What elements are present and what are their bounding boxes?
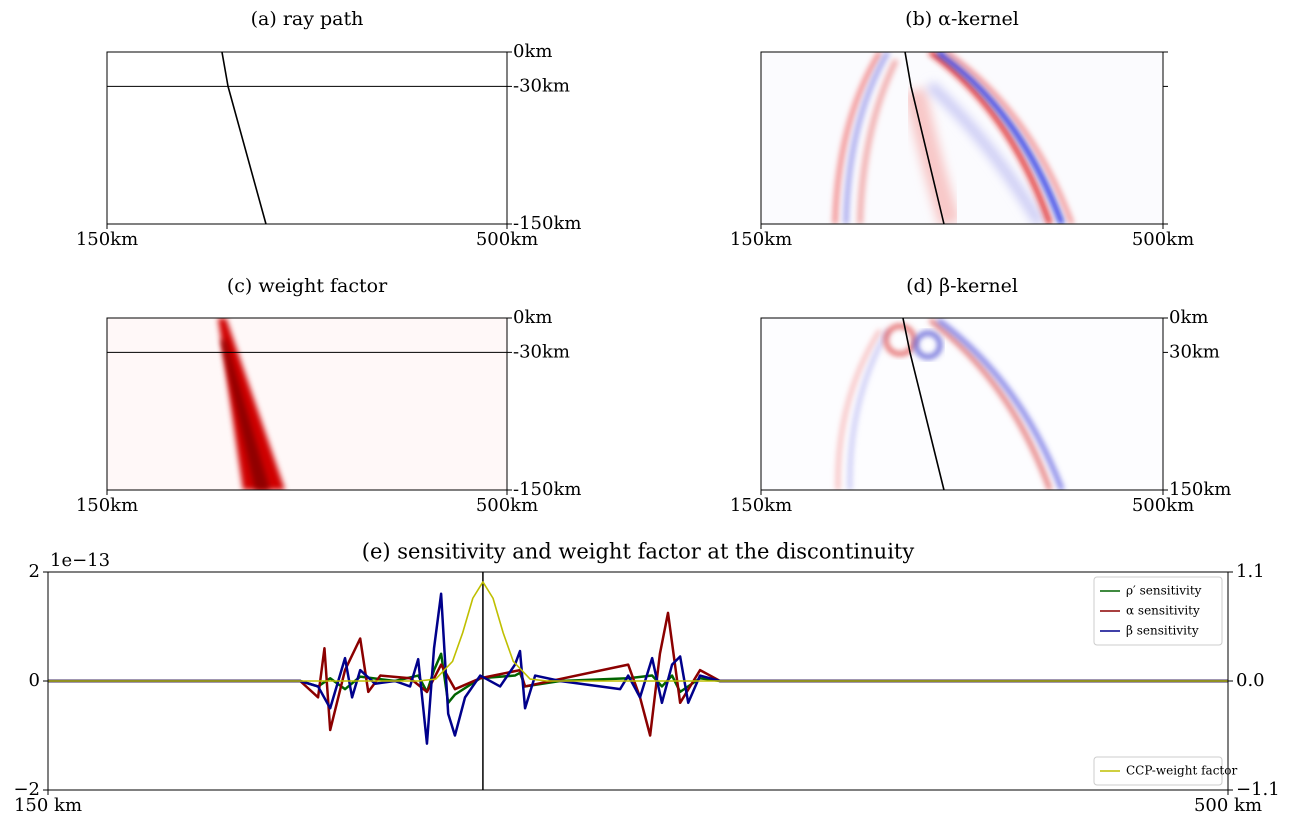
x-tick-label: 150km: [730, 229, 792, 250]
y-tick-label: 30km: [1169, 341, 1220, 362]
kernel-band: [926, 81, 1045, 224]
y-tick-label: 2: [29, 561, 40, 582]
kernel-band: [936, 318, 1064, 490]
legend-label: β sensitivity: [1126, 624, 1199, 638]
chart-title: (c) weight factor: [227, 275, 388, 297]
kernel-band: [848, 329, 890, 490]
legend-box: [1093, 756, 1223, 786]
axes-frame: [47, 571, 1229, 791]
y-tick-label: 0: [29, 670, 40, 691]
x-tick-label: 150km: [730, 495, 792, 516]
kernel-band: [857, 58, 899, 224]
x-tick-label: 500km: [476, 495, 538, 516]
alpha-kernel-image: [761, 52, 1163, 224]
y-tick-label: -30km: [513, 341, 570, 362]
series-line: [48, 611, 1228, 737]
y-tick-label: 0km: [1169, 307, 1208, 328]
legend-label: CCP-weight factor: [1126, 764, 1237, 778]
series-line: [904, 51, 945, 225]
axes-frame: [760, 51, 1164, 225]
series-line: [48, 592, 1228, 745]
y-tick-label: -150km: [513, 479, 581, 500]
kernel-blob: [884, 324, 916, 356]
kernel-bg: [761, 318, 1163, 490]
x-tick-label: 500km: [1132, 229, 1194, 250]
y-tick-label: 0km: [513, 307, 552, 328]
chart-title: (a) ray path: [251, 8, 364, 30]
legend-label: α sensitivity: [1126, 604, 1200, 618]
axes-frame: [760, 317, 1164, 491]
beta-kernel-image: [761, 318, 1163, 490]
kernel-band: [833, 52, 882, 224]
kernel-band: [944, 52, 1074, 224]
series-line: [48, 652, 1228, 705]
kernel-band: [928, 52, 1053, 224]
x-tick-label: 150km: [76, 229, 138, 250]
y-tick-label: 0km: [513, 41, 552, 62]
y2-tick-label: 1.1: [1236, 561, 1265, 582]
weight-wedge: [218, 318, 285, 490]
chart-title: (d) β-kernel: [906, 275, 1018, 297]
axes-frame: [106, 51, 508, 225]
x-tick-label: 500 km: [1194, 795, 1262, 816]
y-tick-label: -30km: [513, 75, 570, 96]
series-line: [221, 51, 267, 225]
weight-core: [221, 340, 270, 490]
y-tick-label: 150km: [1169, 479, 1231, 500]
legend-label: ρ′ sensitivity: [1126, 584, 1202, 598]
chart-title: (b) α-kernel: [905, 8, 1019, 30]
y2-tick-label: −1.1: [1236, 779, 1280, 800]
kernel-band: [844, 52, 890, 224]
axes-frame: [106, 317, 508, 491]
x-tick-label: 500km: [476, 229, 538, 250]
weight-bg: [107, 318, 507, 490]
kernel-band: [836, 329, 882, 490]
weight-image: [107, 318, 507, 490]
x-tick-label: 150km: [76, 495, 138, 516]
x-tick-label: 150 km: [14, 795, 82, 816]
kernel-blob: [914, 331, 942, 359]
chart-title: (e) sensitivity and weight factor at the…: [362, 540, 915, 564]
series-line: [902, 317, 945, 491]
y-tick-label: −2: [13, 779, 40, 800]
legend-box: [1093, 576, 1223, 646]
y2-tick-label: 0.0: [1236, 670, 1265, 691]
kernel-band: [928, 318, 1052, 490]
kernel-band: [904, 87, 961, 224]
y-offset-label: 1e−13: [50, 550, 110, 571]
series-line: [48, 581, 1228, 682]
kernel-band: [936, 52, 1065, 224]
y-tick-label: -150km: [513, 213, 581, 234]
x-tick-label: 500km: [1132, 495, 1194, 516]
